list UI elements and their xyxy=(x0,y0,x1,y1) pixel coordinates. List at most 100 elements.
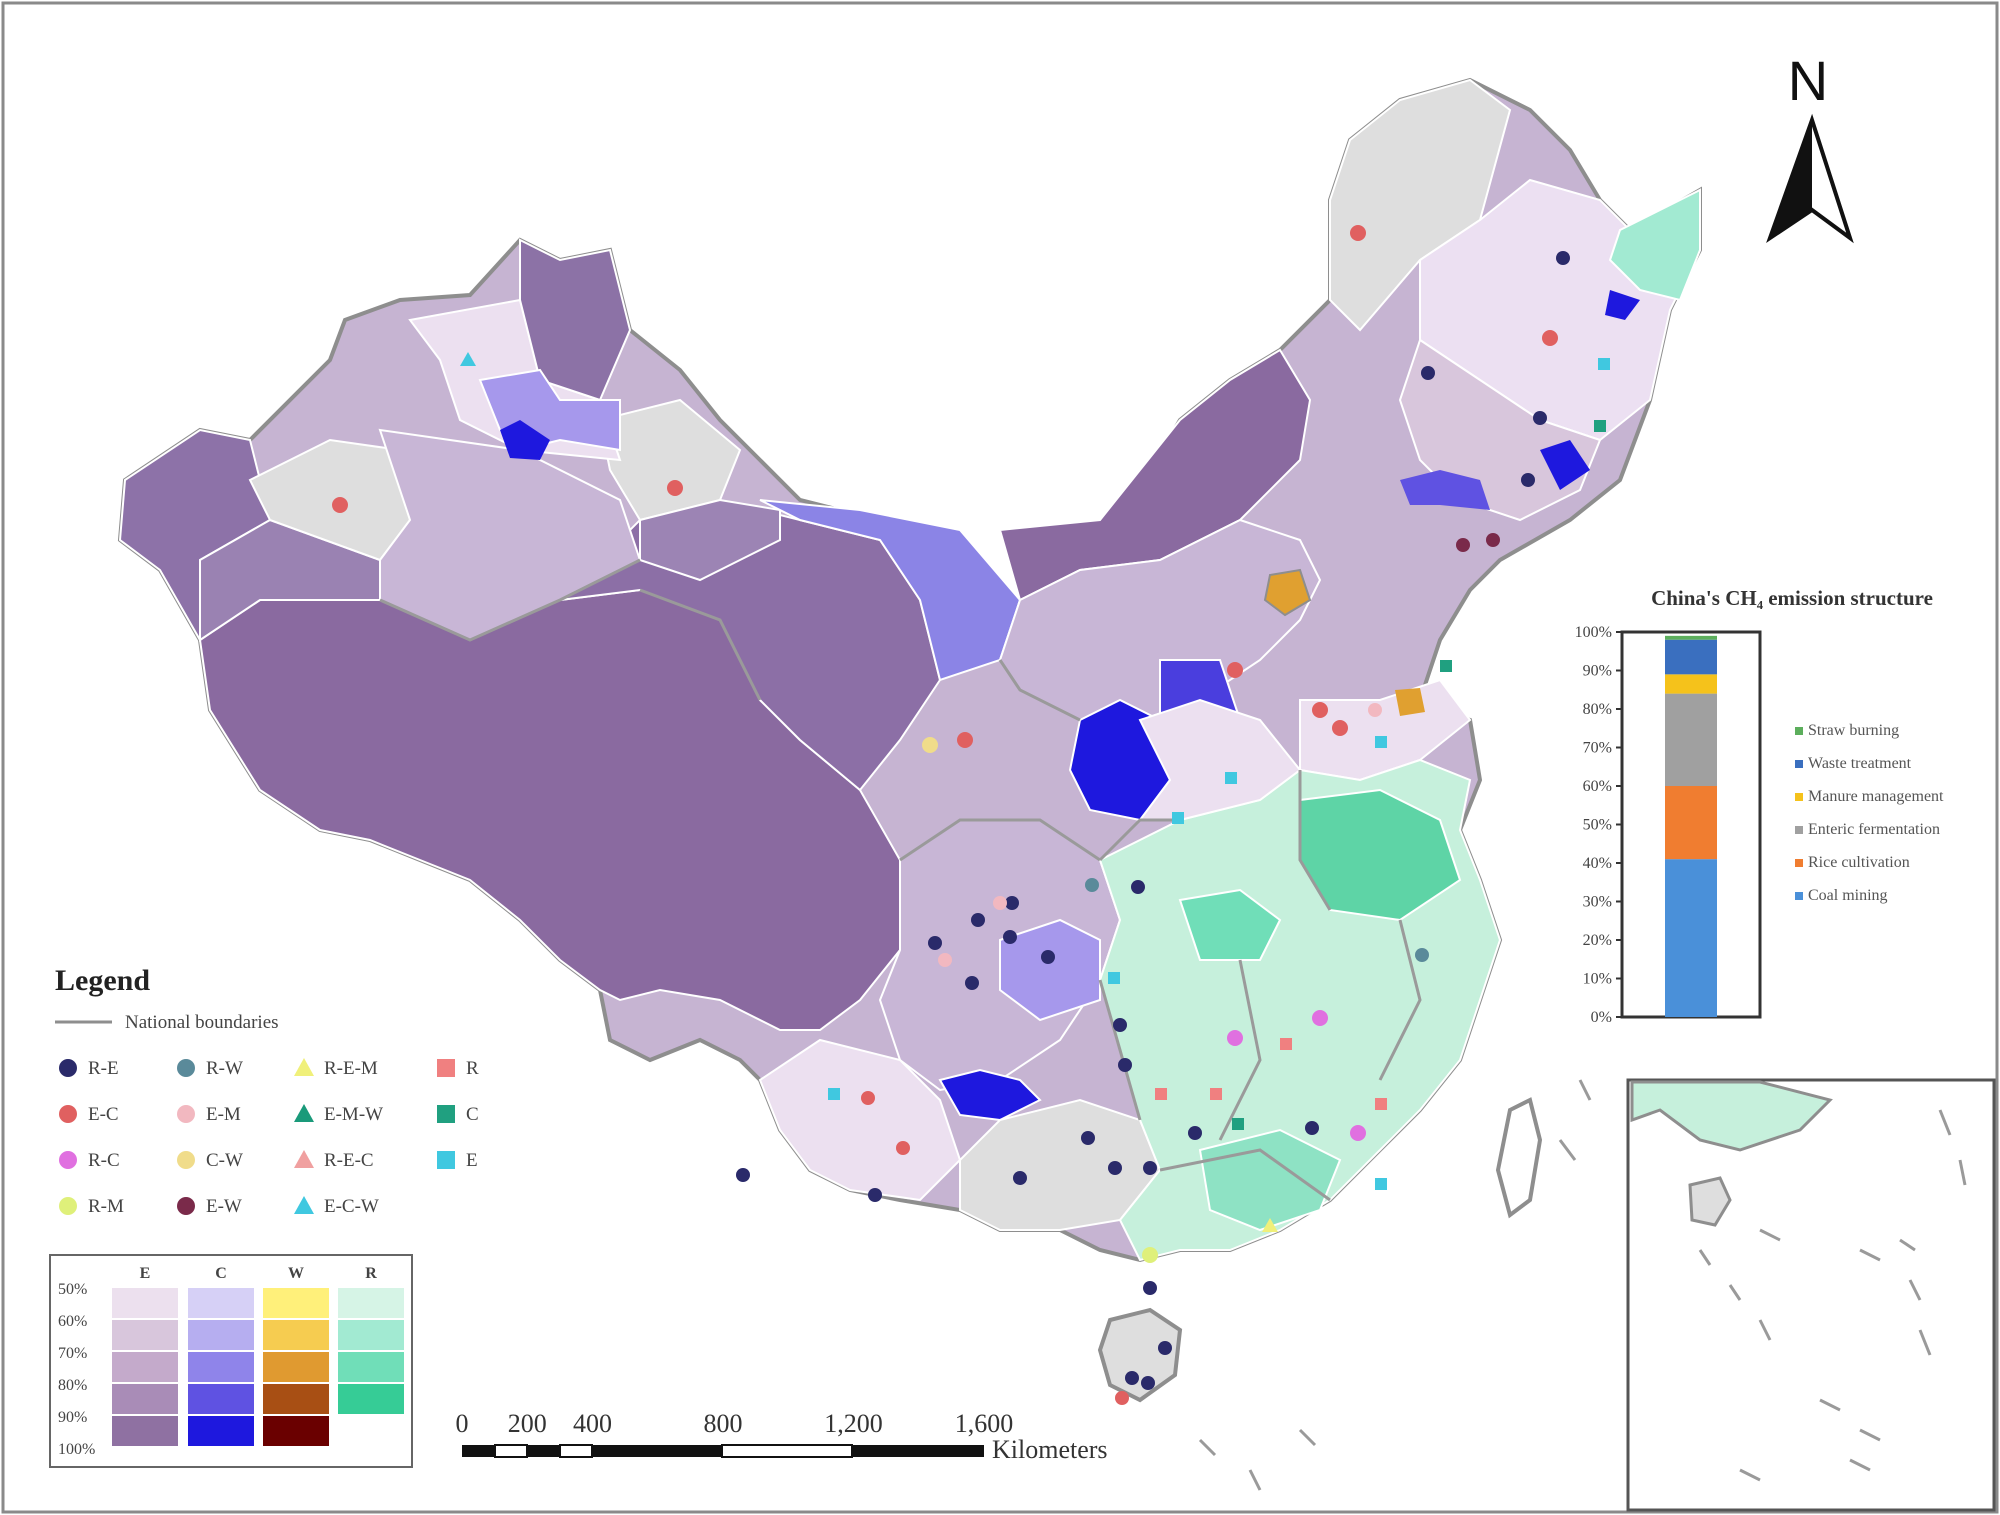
legend-symbol-e-m-w xyxy=(294,1104,314,1122)
marker-r-m xyxy=(1142,1247,1158,1263)
region-hainan xyxy=(1097,1307,1183,1403)
legend-label-r-e-m: R-E-M xyxy=(324,1058,378,1079)
marker-r-e xyxy=(1305,1121,1319,1135)
marker-e-c xyxy=(667,480,683,496)
region-xinjiang-deepblue xyxy=(500,420,550,460)
marker-r-e xyxy=(1013,1171,1027,1185)
marker-r-e xyxy=(928,936,942,950)
legend-symbol-e-m xyxy=(177,1105,195,1123)
inset-hainan xyxy=(1688,1176,1732,1227)
marker-e-m xyxy=(1368,703,1382,717)
bar-enteric-fermentation xyxy=(1665,693,1717,786)
marker-r-c xyxy=(1227,1030,1243,1046)
chart-legend-swatch-straw-burning xyxy=(1795,727,1803,735)
marker-r xyxy=(1210,1088,1222,1100)
bar-straw-burning xyxy=(1665,635,1717,640)
chart-yticks: 0% 10% 20% 30% 40% 50% 60% 70% 80% 90% 100% xyxy=(1575,624,1622,1026)
legend-label-e-c: E-C xyxy=(88,1104,119,1125)
scale-seg xyxy=(721,1444,853,1458)
region-shandong-orange xyxy=(1395,688,1425,716)
marker-e-m xyxy=(993,896,1007,910)
inset-coast xyxy=(1630,1080,1833,1152)
chart-ytick-label: 50% xyxy=(1583,817,1612,834)
ramp-swatch xyxy=(263,1416,329,1446)
chart-legend: Straw burning Waste treatment Manure manag… xyxy=(1795,722,1944,904)
legend-symbol-e xyxy=(437,1151,455,1169)
ramp-swatch xyxy=(263,1288,329,1318)
scale-tick-label: 800 xyxy=(704,1409,743,1438)
north-label: N xyxy=(1788,49,1828,112)
marker-r-c xyxy=(1350,1125,1366,1141)
chart-ytick-label: 100% xyxy=(1575,624,1612,641)
scale-tick-label: 200 xyxy=(508,1409,547,1438)
inset-frame xyxy=(1626,1078,1996,1512)
legend-symbol-r-m xyxy=(59,1197,77,1215)
marker-e-c xyxy=(1350,225,1366,241)
chart-ytick-label: 20% xyxy=(1583,932,1612,949)
region-heilongjiang xyxy=(1329,78,1512,332)
ramp-row-label: 100% xyxy=(58,1441,95,1458)
scale-seg xyxy=(462,1445,495,1457)
marker-c xyxy=(1594,420,1606,432)
ramp-header-r: R xyxy=(365,1265,377,1282)
ramp-header-w: W xyxy=(288,1265,304,1282)
scale-ticks: 0 200 400 800 1,200 1,600 xyxy=(456,1409,1014,1438)
ramp-swatch xyxy=(338,1384,404,1414)
ramp-swatch xyxy=(338,1320,404,1350)
ramp-row-label: 80% xyxy=(58,1377,87,1394)
ramp-swatch xyxy=(188,1288,254,1318)
internal-boundaries xyxy=(379,558,1422,1202)
bar-waste-treatment xyxy=(1665,639,1717,675)
marker-r-e xyxy=(1081,1131,1095,1145)
marker-r-e xyxy=(1158,1341,1172,1355)
color-ramp-legend: E C W R 50% 60% 70% 80% 90% 100% xyxy=(49,1254,413,1468)
chart-legend-label-straw-burning: Straw burning xyxy=(1808,722,1899,739)
scale-seg xyxy=(494,1444,528,1458)
chart-legend-label-waste-treatment: Waste treatment xyxy=(1808,755,1912,772)
scale-tick-label: 1,600 xyxy=(955,1409,1014,1438)
chart-legend-swatch-rice-cultivation xyxy=(1795,859,1803,867)
ramp-swatch xyxy=(263,1320,329,1350)
legend-symbol-e-c xyxy=(59,1105,77,1123)
marker-r-e xyxy=(1131,880,1145,894)
region-hubei-green xyxy=(1178,888,1282,961)
marker-r xyxy=(1280,1038,1292,1050)
legend-label-r-e: R-E xyxy=(88,1058,119,1079)
scale-seg xyxy=(852,1445,984,1457)
marker-r-c xyxy=(1312,1010,1328,1026)
legend-symbol-r-e-c xyxy=(294,1150,314,1168)
marker-e xyxy=(1108,972,1120,984)
inset-islands xyxy=(1698,1109,1967,1482)
marker-r-w xyxy=(1415,948,1429,962)
marker-r-e xyxy=(1143,1281,1157,1295)
scale-tick-label: 0 xyxy=(456,1409,469,1438)
chart-ytick-label: 70% xyxy=(1583,740,1612,757)
region-northeast-green xyxy=(1608,188,1701,302)
marker-r-e xyxy=(1521,473,1535,487)
legend-symbol-c-w xyxy=(177,1151,195,1169)
chart-legend-swatch-manure-management xyxy=(1795,793,1803,801)
ramp-header-e: E xyxy=(140,1265,151,1282)
marker-e-c xyxy=(1227,662,1243,678)
legend-label-e: E xyxy=(466,1150,478,1171)
chart-ytick-label: 40% xyxy=(1583,855,1612,872)
ramp-swatch xyxy=(112,1352,178,1382)
legend-label-r-c: R-C xyxy=(88,1150,120,1171)
region-yunnan xyxy=(758,1038,962,1202)
ramp-swatch xyxy=(112,1416,178,1446)
ramp-row-label: 70% xyxy=(58,1345,87,1362)
marker-r-e xyxy=(1556,251,1570,265)
marker-e-m xyxy=(938,953,952,967)
marker-r xyxy=(1375,1098,1387,1110)
marker-e-c xyxy=(1542,330,1558,346)
marker-e-w xyxy=(1486,533,1500,547)
ramp-swatch xyxy=(338,1288,404,1318)
chart-ytick-label: 10% xyxy=(1583,971,1612,988)
scale-unit: Kilometers xyxy=(992,1435,1108,1464)
scale-bar: 0 200 400 800 1,200 1,600 Kilometers xyxy=(456,1409,1108,1464)
china-map xyxy=(117,77,1702,1491)
chart-legend-label-rice-cultivation: Rice cultivation xyxy=(1808,854,1910,871)
scale-tick-label: 1,200 xyxy=(824,1409,883,1438)
ramp-row-label: 90% xyxy=(58,1409,87,1426)
legend-label-r-m: R-M xyxy=(88,1196,124,1217)
